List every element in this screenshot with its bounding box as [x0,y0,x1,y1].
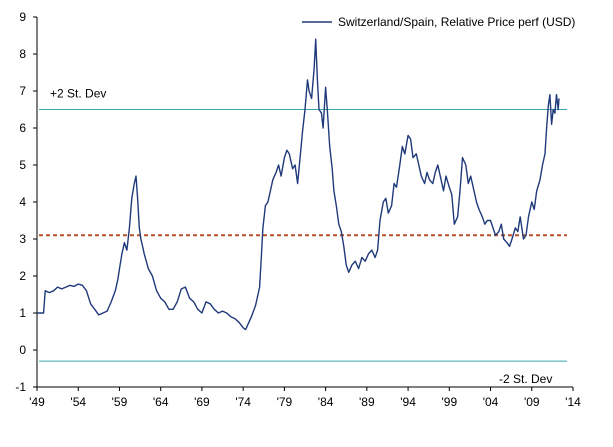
x-tick-label: '94 [400,395,416,409]
x-tick-label: '49 [29,395,45,409]
x-ticks: '49 '54 '59 '64 '69 '74 '79 '84 '89 '94 '99 '04 '09 '… [29,387,581,409]
annotation-minus-2-st-dev: -2 St. Dev [499,372,552,386]
x-tick-label: '79 [277,395,293,409]
x-tick-label: '84 [318,395,334,409]
x-tick-label: '89 [359,395,375,409]
annotation-plus-2-st-dev: +2 St. Dev [50,87,106,101]
series [37,38,560,331]
x-tick-label: '14 [565,395,581,409]
y-tick-label: 5 [19,158,26,172]
series-line [37,38,560,331]
reference-lines [39,109,567,362]
x-tick-label: '59 [112,395,128,409]
y-tick-label: -1 [15,380,26,394]
annotations: +2 St. Dev -2 St. Dev [50,87,552,387]
y-tick-label: 7 [19,84,26,98]
y-tick-label: 9 [19,10,26,24]
legend-label: Switzerland/Spain, Relative Price perf (… [338,15,575,29]
y-tick-label: 6 [19,121,26,135]
y-tick-label: 2 [19,269,26,283]
y-tick-label: 3 [19,232,26,246]
x-tick-label: '74 [235,395,251,409]
x-tick-label: '99 [441,395,457,409]
y-tick-label: 4 [19,195,26,209]
x-tick-label: '69 [194,395,210,409]
y-ticks: -1 0 1 2 3 4 5 6 7 8 9 [15,10,37,394]
y-tick-label: 8 [19,47,26,61]
x-tick-label: '54 [70,395,86,409]
x-tick-label: '04 [483,395,499,409]
y-tick-label: 0 [19,343,26,357]
legend: Switzerland/Spain, Relative Price perf (… [302,15,575,29]
x-tick-label: '09 [524,395,540,409]
y-tick-label: 1 [19,306,26,320]
axes [36,17,573,388]
x-tick-label: '64 [153,395,169,409]
